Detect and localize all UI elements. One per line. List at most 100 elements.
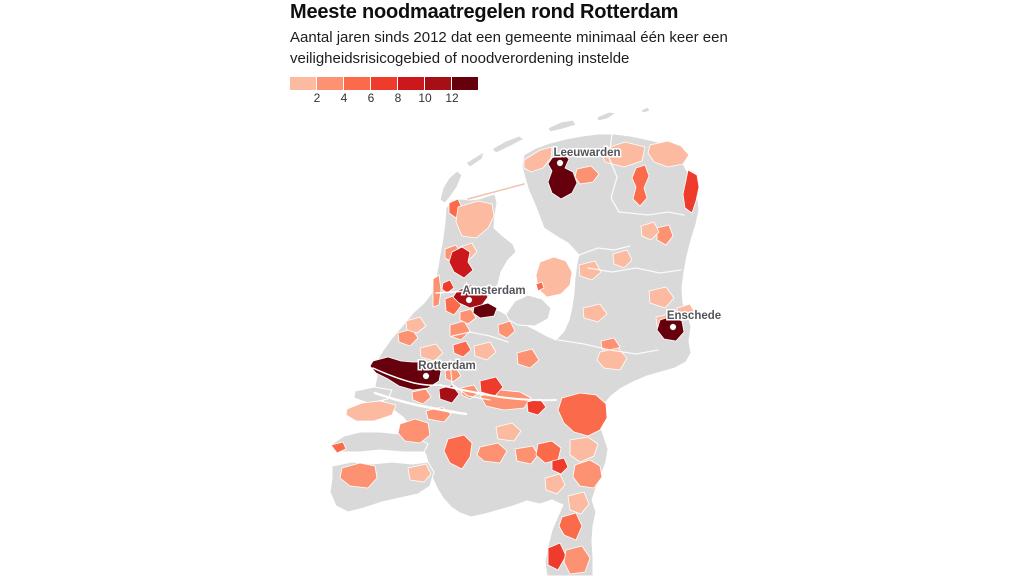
province-border [451, 331, 509, 343]
municipality [523, 146, 553, 173]
legend-swatch [371, 77, 397, 90]
color-scale-legend: 2 4 6 8 10 12 [290, 77, 480, 107]
city-label: Enschede [667, 310, 721, 322]
municipality [600, 141, 646, 168]
municipality [569, 436, 599, 463]
island-goeree [353, 386, 393, 404]
municipality [476, 442, 508, 464]
municipality-urk [535, 281, 545, 292]
city-label: Rotterdam [418, 360, 476, 372]
island-vlieland [465, 151, 485, 168]
municipality [411, 388, 432, 405]
municipality [459, 308, 477, 325]
island-terschelling [491, 135, 525, 154]
municipality [441, 279, 455, 294]
island-ameland [547, 119, 577, 133]
legend-tick: 6 [367, 91, 375, 105]
municipality [612, 249, 633, 269]
legend-tick: 2 [313, 91, 321, 105]
legend-swatch [344, 77, 370, 90]
afsluitdijk-line [467, 183, 525, 200]
municipality [558, 512, 583, 541]
flevoland [505, 256, 573, 327]
municipality-zaanstad [448, 246, 474, 279]
municipality [432, 274, 442, 308]
municipality-terneuzen [339, 462, 378, 489]
province-border [618, 211, 685, 216]
province-border [449, 359, 491, 401]
city-label: Leeuwarden [553, 147, 620, 159]
flevopolder [505, 294, 552, 327]
zeeland-islands [329, 386, 435, 513]
municipality [647, 140, 690, 168]
legend-swatch [317, 77, 343, 90]
municipality [452, 340, 472, 358]
municipality [514, 445, 539, 465]
city-marker-rotterdam: Rotterdam [417, 359, 477, 380]
legend-swatch [398, 77, 424, 90]
city-dot [669, 323, 677, 331]
province-border [578, 245, 631, 256]
municipality [551, 457, 569, 475]
legend-swatch [452, 77, 478, 90]
municipality-breda [443, 434, 473, 470]
municipality-schouwen [345, 400, 397, 422]
municipality [407, 463, 432, 483]
legend-swatch [290, 77, 316, 90]
region-leeuwarden [547, 152, 578, 200]
city-dot [422, 372, 430, 380]
municipality [676, 303, 696, 320]
municipality [631, 164, 650, 207]
nieuwe-waterweg-line [372, 367, 441, 386]
municipality [473, 341, 497, 361]
municipality [582, 303, 608, 323]
municipality [444, 367, 462, 383]
province-borders [449, 133, 685, 401]
haringvliet-line [373, 391, 468, 416]
legend-tick: 8 [394, 91, 402, 105]
municipality [596, 347, 628, 371]
municipality-patches [369, 140, 700, 575]
city-dot [465, 296, 473, 304]
wadden-islands [439, 106, 651, 204]
municipality [563, 545, 591, 575]
city-marker-enschede: Enschede [665, 309, 723, 331]
municipality [405, 316, 427, 334]
province-border [587, 267, 682, 274]
municipality [557, 392, 608, 437]
page-title: Meeste noodmaatregelen rond Rotterdam [290, 1, 679, 23]
city-marker-amsterdam: Amsterdam [461, 284, 527, 304]
municipality-utrecht [479, 376, 504, 397]
municipality [682, 169, 700, 214]
city-marker-leeuwarden: Leeuwarden [552, 146, 622, 167]
island-texel [439, 170, 463, 204]
municipality [648, 286, 675, 309]
legend-swatch [425, 77, 451, 90]
municipality [497, 320, 516, 339]
region-rotterdam [369, 356, 442, 391]
province-border [557, 339, 659, 355]
municipality [495, 422, 522, 442]
city-dot [556, 159, 564, 167]
municipality [419, 343, 444, 362]
subtitle: Aantal jaren sinds 2012 dat een gemeente… [290, 29, 728, 67]
municipality [438, 384, 460, 404]
legend-tick: 4 [340, 91, 348, 105]
municipality [516, 348, 540, 369]
municipality [455, 200, 495, 239]
legend-tick: 10 [418, 91, 432, 105]
municipality-noordoostpolder [535, 256, 573, 298]
municipality [397, 418, 431, 444]
municipality [640, 221, 660, 241]
city-label: Amsterdam [462, 285, 525, 297]
island-schiermonnikoog [596, 111, 617, 122]
municipality [547, 542, 567, 571]
legend-swatches [290, 77, 480, 90]
municipality-vlissingen [330, 441, 347, 454]
legend-ticks: 2 4 6 8 10 12 [290, 90, 480, 105]
municipality [572, 459, 603, 489]
header: Meeste noodmaatregelen rond Rotterdam Aa… [290, 0, 770, 107]
province-border [608, 133, 620, 213]
municipality [567, 491, 590, 515]
municipality [578, 260, 602, 281]
